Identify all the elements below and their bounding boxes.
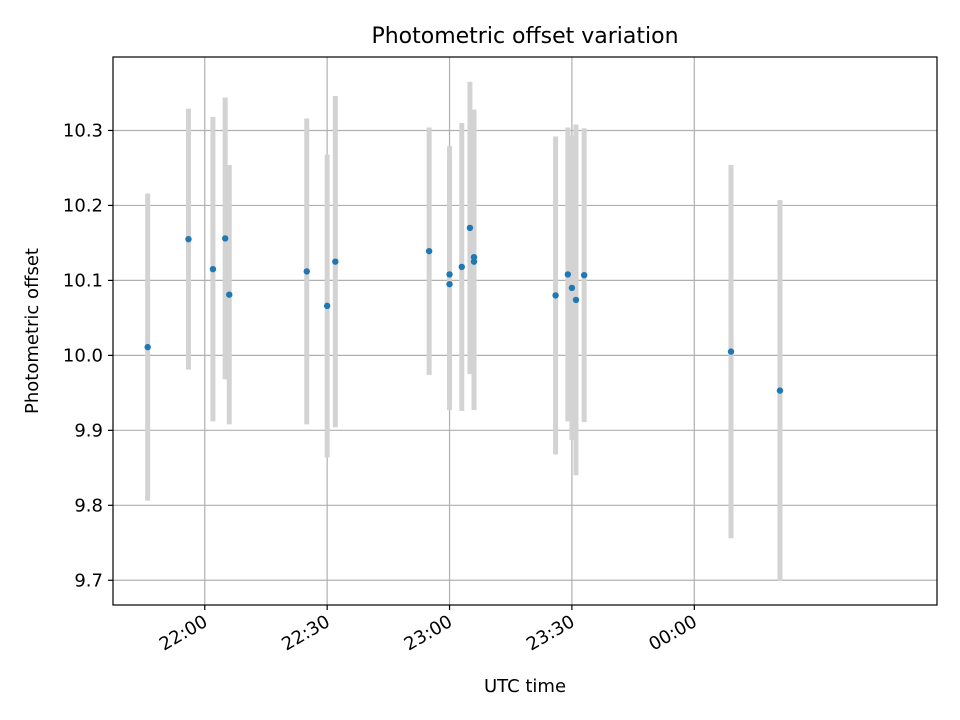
data-point (564, 271, 572, 278)
data-point (323, 302, 331, 310)
y-tick-label: 10.1 (63, 270, 103, 291)
data-point (470, 253, 478, 261)
data-point (470, 258, 478, 265)
data-point (226, 291, 233, 298)
data-point (458, 263, 465, 271)
y-tick-label: 9.7 (74, 570, 103, 591)
x-axis-label: UTC time (484, 676, 566, 697)
data-points (144, 224, 784, 394)
data-point (185, 235, 192, 243)
plot-frame (112, 56, 938, 606)
data-point (144, 343, 151, 351)
data-point (446, 271, 453, 278)
data-point (446, 280, 453, 288)
data-point (580, 271, 588, 279)
y-tick-label: 9.9 (74, 420, 103, 441)
data-point (776, 387, 784, 394)
data-point (332, 258, 339, 265)
data-point (568, 284, 576, 292)
chart-title: Photometric offset variation (371, 24, 678, 49)
y-tick-label: 9.8 (74, 495, 103, 516)
data-point (466, 224, 474, 232)
data-point (425, 247, 433, 255)
data-point (552, 292, 559, 299)
y-tick-label: 10.2 (63, 195, 103, 216)
data-point (221, 235, 229, 242)
data-point (572, 296, 580, 304)
data-point (727, 348, 735, 355)
y-tick-label: 10.0 (63, 345, 103, 366)
data-point (209, 265, 217, 273)
y-tick-label: 10.3 (63, 120, 103, 141)
data-point (303, 268, 310, 275)
y-axis-label: Photometric offset (22, 248, 43, 414)
